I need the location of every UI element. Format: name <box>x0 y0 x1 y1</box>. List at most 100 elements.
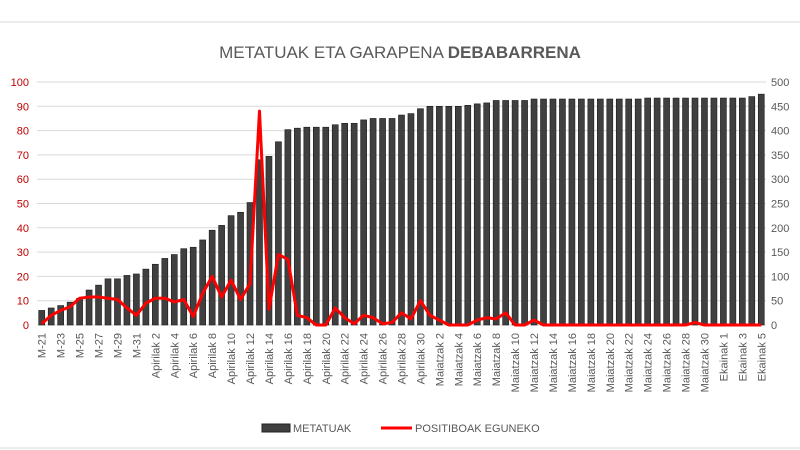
y-right-tick-label: 150 <box>771 247 789 259</box>
legend: METATUAK POSITIBOAK EGUNEKO <box>261 423 540 435</box>
x-tick-label: Maiatzak 14 <box>548 333 560 392</box>
bar-metatuak <box>199 239 206 326</box>
bar-metatuak <box>606 98 614 326</box>
x-tick-label: Maiatzak 24 <box>643 333 655 392</box>
x-tick-label: M-29 <box>112 333 124 358</box>
bar-metatuak <box>142 268 150 326</box>
x-tick-label: Apirilak 20 <box>321 333 333 384</box>
bar-metatuak <box>227 215 235 326</box>
y-left-tick-label: 20 <box>17 271 29 283</box>
x-tick-label: Ekainak 5 <box>756 333 768 381</box>
bar-metatuak <box>710 97 718 326</box>
x-tick-label: Maiatzak 8 <box>491 333 503 386</box>
x-tick-label: Maiatzak 26 <box>662 333 674 392</box>
bar-metatuak <box>379 118 386 326</box>
bar-metatuak <box>123 275 131 326</box>
legend-label-metatuak: METATUAK <box>293 423 352 435</box>
bar-metatuak <box>634 98 642 326</box>
y-left-tick-label: 90 <box>17 101 29 113</box>
x-tick-label: Maiatzak 6 <box>472 333 484 386</box>
bar-metatuak <box>720 97 727 326</box>
bar-metatuak <box>388 118 396 326</box>
x-tick-label: Maiatzak 20 <box>605 333 617 392</box>
bar-metatuak <box>578 98 585 326</box>
x-tick-label: Apirilak 16 <box>283 333 295 384</box>
bar-metatuak <box>360 119 367 326</box>
bar-metatuak <box>682 97 689 326</box>
y-left-tick-label: 50 <box>17 199 29 211</box>
x-tick-label: Ekainak 3 <box>737 333 749 381</box>
bar-metatuak <box>76 297 83 326</box>
x-tick-label: Apirilak 8 <box>207 333 219 378</box>
x-tick-label: Apirilak 14 <box>264 333 276 384</box>
legend-label-positiboak: POSITIBOAK EGUNEKO <box>415 423 540 435</box>
x-tick-label: Maiatzak 22 <box>624 333 636 392</box>
y-left-tick-label: 80 <box>17 126 29 138</box>
y-right-tick-label: 200 <box>771 223 789 235</box>
x-tick-label: Maiatzak 30 <box>699 333 711 392</box>
bar-metatuak <box>445 106 453 326</box>
bar-metatuak <box>104 278 112 326</box>
bar-metatuak <box>597 98 604 326</box>
x-tick-label: M-21 <box>37 333 49 358</box>
y-right-tick-label: 500 <box>771 77 789 89</box>
bar-metatuak <box>161 258 169 326</box>
bar-metatuak <box>303 126 311 326</box>
chart-title-bold: DEBABARRENA <box>448 43 581 62</box>
x-tick-label: Apirilak 24 <box>359 333 371 384</box>
x-tick-label: Apirilak 28 <box>397 333 409 384</box>
bar-metatuak <box>672 97 680 326</box>
bar-metatuak <box>133 273 140 326</box>
bar-metatuak <box>587 98 595 326</box>
bar-metatuak <box>284 129 292 326</box>
y-right-tick-label: 250 <box>771 199 789 211</box>
x-tick-label: Maiatzak 12 <box>529 333 541 392</box>
bar-metatuak <box>417 108 424 326</box>
x-tick-label: Ekainak 1 <box>718 333 730 381</box>
y-left-tick-label: 10 <box>17 296 29 308</box>
chart-title: METATUAK ETA GARAPENA DEBABARRENA <box>219 43 581 62</box>
bar-metatuak <box>256 159 263 326</box>
x-tick-label: M-23 <box>56 333 68 358</box>
x-tick-label: Apirilak 30 <box>415 333 427 384</box>
bar-metatuak <box>729 97 737 326</box>
bar-metatuak <box>502 100 509 326</box>
bar-metatuak <box>152 263 159 326</box>
y-left-tick-label: 30 <box>17 247 29 259</box>
bar-metatuak <box>38 310 46 326</box>
bar-metatuak <box>436 106 443 326</box>
bar-metatuak <box>170 254 178 326</box>
x-tick-label: Apirilak 18 <box>302 333 314 384</box>
bar-metatuak <box>492 100 500 326</box>
bar-metatuak <box>653 97 661 326</box>
bar-metatuak <box>757 93 765 326</box>
bar-metatuak <box>57 305 64 326</box>
y-left-tick-label: 40 <box>17 223 29 235</box>
x-tick-label: Maiatzak 18 <box>586 333 598 392</box>
y-left-tick-label: 60 <box>17 174 29 186</box>
x-tick-label: M-27 <box>94 333 106 358</box>
bar-metatuak <box>322 126 330 326</box>
bar-metatuak <box>748 96 756 326</box>
bar-metatuak <box>549 98 557 326</box>
y-right-tick-label: 0 <box>771 320 777 332</box>
y-right-tick-label: 100 <box>771 271 789 283</box>
x-tick-label: Apirilak 26 <box>378 333 390 384</box>
bar-metatuak <box>331 124 339 326</box>
y-right-tick-label: 450 <box>771 101 789 113</box>
bar-metatuak <box>701 97 708 326</box>
bar-metatuak <box>483 102 491 326</box>
bar-metatuak <box>369 118 377 326</box>
x-tick-label: Maiatzak 28 <box>681 333 693 392</box>
y-left-tick-label: 70 <box>17 150 29 162</box>
bar-metatuak <box>312 126 320 326</box>
y-right-tick-label: 350 <box>771 150 789 162</box>
bar-metatuak <box>473 103 481 326</box>
bar-metatuak <box>455 106 462 326</box>
x-tick-label: M-31 <box>131 333 143 358</box>
x-tick-label: Apirilak 6 <box>188 333 200 378</box>
x-tick-label: Apirilak 12 <box>245 333 257 384</box>
y-right-tick-label: 400 <box>771 126 789 138</box>
bar-metatuak <box>294 127 301 326</box>
